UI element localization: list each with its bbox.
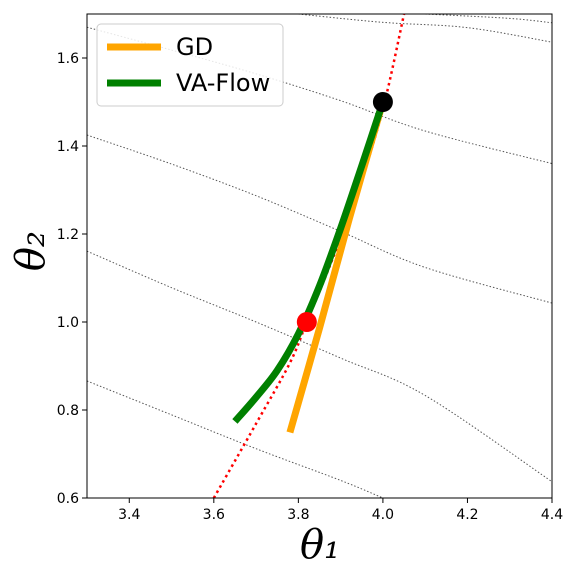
x-tick-label: 4.0 [372, 507, 394, 523]
contour-line [87, 380, 384, 498]
x-tick-label: 3.6 [203, 507, 225, 523]
legend-label-gd: GD [176, 33, 213, 61]
x-tick-label: 3.4 [118, 507, 140, 523]
contour-line [87, 134, 552, 304]
y-tick-label: 1.4 [57, 139, 79, 155]
y-tick-label: 1.6 [57, 51, 79, 67]
y-tick-label: 1.0 [57, 315, 79, 331]
y-axis-ticks: 0.6 0.8 1.0 1.2 1.4 1.6 [57, 51, 87, 507]
series-line-va-flow [232, 100, 387, 424]
x-tick-label: 3.8 [287, 507, 309, 523]
point-markers [296, 92, 393, 332]
x-axis-label: θ₁ [300, 522, 340, 568]
legend: GD VA-Flow [96, 23, 284, 107]
contour-line [298, 14, 552, 43]
y-tick-label: 1.2 [57, 227, 79, 243]
plot-frame [86, 13, 553, 499]
contour-line [425, 14, 552, 24]
x-tick-label: 4.2 [456, 507, 478, 523]
y-tick-label: 0.8 [57, 403, 79, 419]
x-tick-label: 4.4 [541, 507, 563, 523]
point-marker [296, 312, 317, 332]
point-marker [372, 92, 393, 112]
x-axis-ticks: 3.4 3.6 3.8 4.0 4.2 4.4 [118, 498, 563, 523]
y-axis-label: θ₂ [8, 231, 54, 271]
series-lines [232, 100, 387, 434]
y-tick-label: 0.6 [57, 491, 79, 507]
legend-label-va-flow: VA-Flow [176, 69, 270, 97]
